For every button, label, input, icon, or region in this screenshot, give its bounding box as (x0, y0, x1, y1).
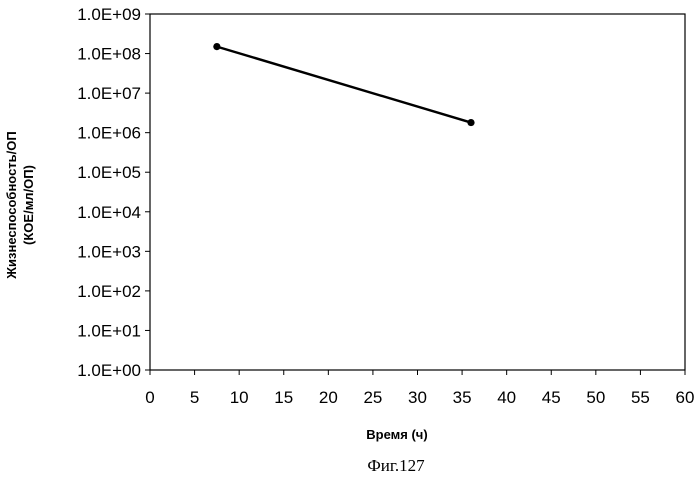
x-axis-title: Время (ч) (366, 427, 427, 442)
y-tick-label: 1.0E+02 (77, 282, 141, 301)
x-tick-label: 60 (676, 388, 695, 407)
y-tick-label: 1.0E+00 (77, 361, 141, 380)
y-tick-label: 1.0E+01 (77, 321, 141, 340)
x-tick-label: 50 (586, 388, 605, 407)
x-tick-label: 20 (319, 388, 338, 407)
data-point (213, 43, 220, 50)
plot-area-frame (150, 14, 685, 370)
y-axis-title-line1: Жизнеспособность/ОП (4, 131, 19, 279)
y-tick-label: 1.0E+06 (77, 124, 141, 143)
x-tick-label: 45 (542, 388, 561, 407)
y-tick-label: 1.0E+08 (77, 45, 141, 64)
x-tick-label: 5 (190, 388, 199, 407)
x-tick-label: 10 (230, 388, 249, 407)
y-tick-label: 1.0E+04 (77, 203, 141, 222)
x-tick-label: 0 (145, 388, 154, 407)
y-tick-label: 1.0E+03 (77, 242, 141, 261)
figure-caption: Фиг.127 (367, 456, 425, 475)
x-tick-label: 40 (497, 388, 516, 407)
y-tick-label: 1.0E+07 (77, 84, 141, 103)
y-tick-label: 1.0E+05 (77, 163, 141, 182)
y-axis-title-line2: (КОЕ/мл/ОП) (21, 165, 36, 245)
x-tick-label: 55 (631, 388, 650, 407)
data-point (467, 119, 474, 126)
x-tick-label: 15 (274, 388, 293, 407)
x-tick-label: 30 (408, 388, 427, 407)
series-line (217, 47, 471, 123)
x-tick-label: 35 (453, 388, 472, 407)
y-tick-label: 1.0E+09 (77, 5, 141, 24)
x-tick-label: 25 (363, 388, 382, 407)
